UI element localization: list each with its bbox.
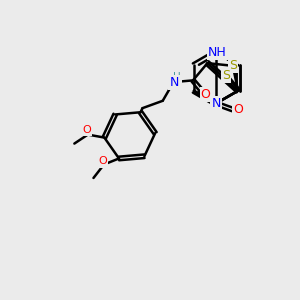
Text: H: H [173,72,180,82]
Text: NH: NH [208,46,227,59]
Text: N: N [169,76,179,89]
Text: O: O [82,125,91,135]
Text: O: O [98,157,107,166]
Text: S: S [229,59,237,72]
Text: O: O [201,88,211,101]
Text: S: S [222,69,230,82]
Text: O: O [234,103,243,116]
Text: N: N [211,97,221,110]
